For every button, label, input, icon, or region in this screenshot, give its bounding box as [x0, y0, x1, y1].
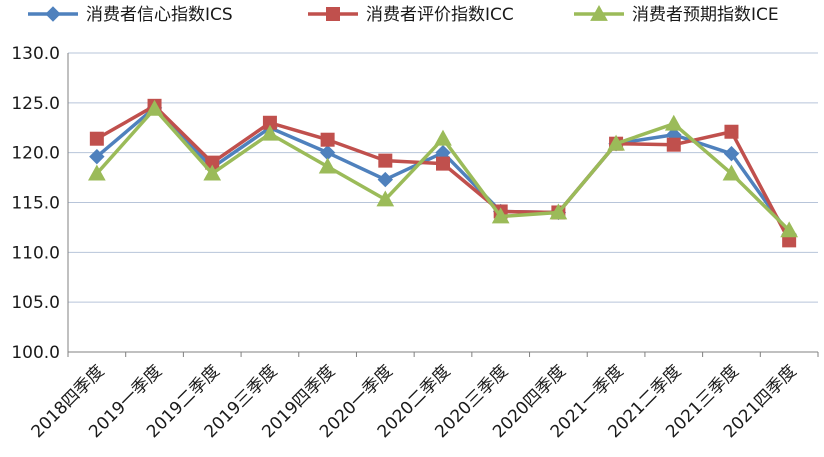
data-point: [87, 164, 106, 181]
legend-item: 消费者评价指数ICC: [308, 5, 514, 25]
y-tick-label: 130.0: [11, 44, 60, 64]
data-point: [326, 7, 340, 21]
data-point: [377, 171, 394, 188]
data-point: [549, 203, 568, 220]
data-point: [607, 134, 625, 151]
data-point: [318, 157, 337, 174]
data-point: [45, 6, 61, 22]
series-group: [89, 100, 797, 243]
y-tick-label: 120.0: [11, 144, 60, 164]
data-point: [378, 153, 393, 168]
legend-label: 消费者评价指数ICC: [366, 5, 514, 25]
data-point: [590, 4, 608, 21]
data-point: [89, 131, 104, 146]
legend-item: 消费者预期指数ICE: [574, 4, 779, 25]
data-point: [436, 156, 450, 171]
data-point: [203, 164, 222, 181]
data-point: [666, 137, 681, 152]
series-line: [95, 106, 791, 236]
series-group: [89, 98, 797, 248]
data-point: [664, 114, 683, 131]
y-tick-label: 100.0: [11, 343, 60, 363]
data-point: [434, 129, 452, 146]
y-tick-label: 125.0: [11, 94, 60, 114]
data-point: [145, 99, 164, 116]
legend-label: 消费者预期指数ICE: [632, 5, 779, 25]
gridlines: [68, 52, 818, 303]
y-tick-label: 115.0: [11, 194, 60, 214]
data-point: [89, 148, 105, 165]
series-line: [95, 104, 791, 242]
legend: 消费者信心指数ICS 消费者评价指数ICC 消费者预期指数ICE: [28, 4, 779, 25]
data-point: [724, 124, 739, 139]
series-lines: [87, 98, 799, 248]
series-group: [87, 99, 799, 238]
y-tick-label: 105.0: [11, 293, 60, 313]
legend-item: 消费者信心指数ICS: [28, 5, 233, 25]
data-point: [491, 207, 510, 224]
data-point: [376, 190, 395, 207]
data-point: [320, 132, 335, 147]
legend-label: 消费者信心指数ICS: [86, 5, 233, 25]
data-point: [723, 145, 740, 162]
data-point: [261, 124, 279, 141]
data-point: [722, 164, 741, 181]
axes: 100.0105.0110.0115.0120.0125.0130.02018四…: [11, 44, 819, 442]
y-tick-label: 110.0: [11, 243, 60, 263]
data-point: [319, 144, 336, 161]
data-point: [780, 221, 799, 238]
